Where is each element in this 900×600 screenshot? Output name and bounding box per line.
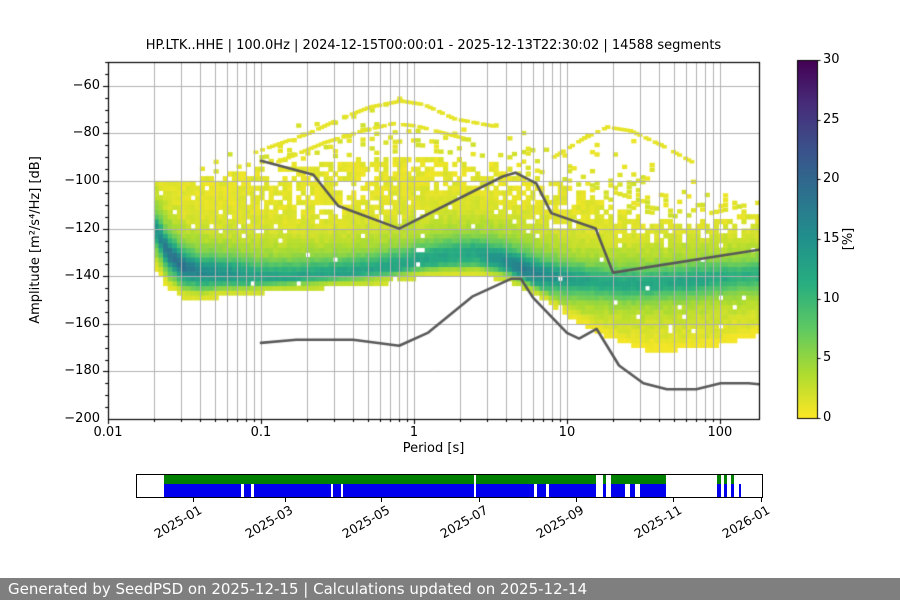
y-tick-label: −80 <box>72 125 100 141</box>
x-tick-label: 1 <box>409 425 419 440</box>
availability-tick-mark <box>192 498 194 502</box>
availability-bar <box>136 474 763 498</box>
colorbar-tick-label: 30 <box>823 52 840 67</box>
availability-date-label: 2025-09 <box>533 502 587 542</box>
availability-date-label: 2025-03 <box>242 502 296 542</box>
availability-blue-segment <box>738 484 741 497</box>
colorbar-tick-label: 25 <box>823 111 840 127</box>
y-tick-label: −60 <box>72 77 100 93</box>
availability-blue-segment <box>163 484 242 497</box>
availability-date-label: 2025-01 <box>151 502 204 542</box>
availability-blue-segment <box>333 484 342 497</box>
availability-green-segment <box>717 475 722 484</box>
x-tick-label: 10 <box>558 425 576 440</box>
y-tick-label: −140 <box>64 268 100 284</box>
availability-blue-segment <box>717 484 722 497</box>
x-tick-label: 0.01 <box>93 425 123 440</box>
availability-tick-mark <box>478 498 480 502</box>
availability-date-label: 2026-01 <box>719 502 772 542</box>
colorbar-tick-label: 0 <box>823 410 832 425</box>
x-tick-label: 100 <box>707 425 733 440</box>
availability-tick-mark <box>673 498 675 502</box>
y-tick-label: −180 <box>64 363 100 379</box>
availability-blue-segment <box>611 484 626 497</box>
availability-tick-mark <box>761 498 762 502</box>
availability-blue-segment <box>253 484 332 497</box>
footer-text: Generated by SeedPSD on 2025-12-15 | Cal… <box>8 580 588 598</box>
y-axis-label: Amplitude [m²/s⁴/Hz] [dB] <box>28 156 43 324</box>
availability-tick-mark <box>381 498 383 502</box>
x-axis-label: Period [s] <box>402 441 465 456</box>
availability-date-label: 2025-05 <box>339 502 393 542</box>
availability-green-segment <box>611 475 667 484</box>
availability-tick-mark <box>575 498 577 502</box>
availability-green-segment <box>602 475 607 484</box>
y-tick-label: −100 <box>64 173 100 188</box>
availability-blue-segment <box>730 484 734 497</box>
availability-date-label: 2025-07 <box>437 502 490 542</box>
availability-tick-mark <box>284 498 286 502</box>
colorbar-tick-label: 5 <box>823 350 832 366</box>
availability-blue-segment <box>537 484 546 497</box>
availability-green-segment <box>730 475 734 484</box>
availability-green-segment <box>475 475 597 484</box>
availability-blue-segment <box>629 484 636 497</box>
colorbar-tick-label: 20 <box>823 171 840 187</box>
y-tick-label: −160 <box>64 315 100 331</box>
ppsd-heatmap-canvas <box>0 0 900 465</box>
availability-blue-segment <box>548 484 597 497</box>
availability-blue-segment <box>243 484 252 497</box>
availability-blue-segment <box>639 484 667 497</box>
availability-green-segment <box>723 475 727 484</box>
footer-bar: Generated by SeedPSD on 2025-12-15 | Cal… <box>0 578 900 600</box>
availability-blue-segment <box>343 484 474 497</box>
availability-blue-segment <box>723 484 727 497</box>
colorbar-tick-label: 15 <box>823 231 840 246</box>
availability-green-segment <box>163 475 474 484</box>
colorbar-tick-label: 10 <box>823 290 840 306</box>
availability-blue-segment <box>602 484 607 497</box>
y-tick-label: −200 <box>64 411 100 426</box>
availability-date-label: 2025-11 <box>631 502 685 542</box>
y-tick-label: −120 <box>64 220 100 236</box>
availability-blue-segment <box>475 484 534 497</box>
x-tick-label: 0.1 <box>250 425 272 440</box>
plot-title: HP.LTK..HHE | 100.0Hz | 2024-12-15T00:00… <box>145 38 722 53</box>
